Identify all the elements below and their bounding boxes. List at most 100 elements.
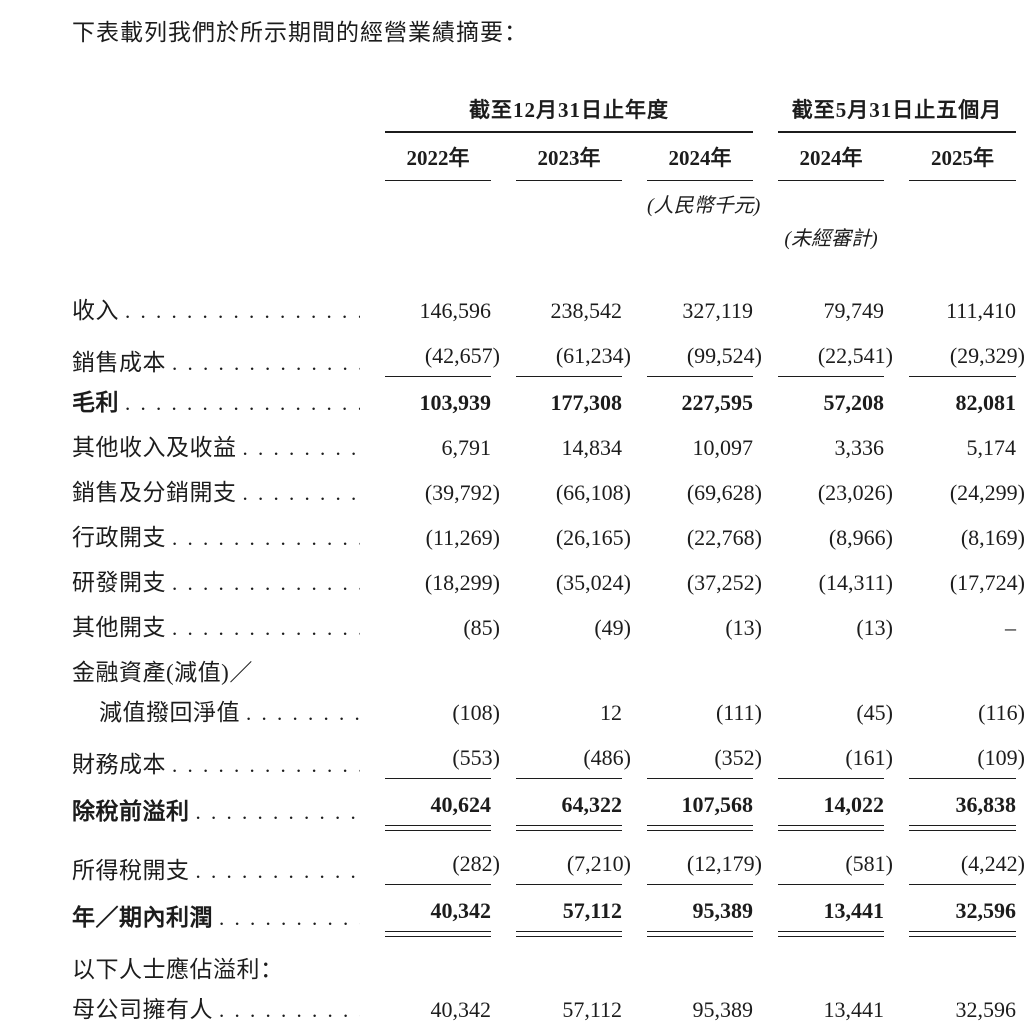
value-cell-5m2024: (14,311) [818,570,893,595]
dot-leader [119,297,360,325]
table-row-profit-before-tax: 除稅前溢利 40,624 64,322 107,568 14,022 36,83… [72,791,1016,831]
value-cell-fy2024: 107,568 [647,791,753,831]
value-cell-5m2025: 36,838 [909,791,1016,831]
year-header-fy2022: 2022年 [385,142,491,181]
table-row-other-income-and-gains: 其他收入及收益 6,791 14,834 10,097 3,336 5,174 [72,434,1016,462]
table-row-profit-attributable-to-caption: 以下人士應佔溢利： [72,956,1016,984]
value-cell-5m2024: (8,966) [828,525,893,550]
table-row-gross-profit: 毛利 103,939 177,308 227,595 57,208 82,081 [72,389,1016,417]
value-cell-5m2024: (581) [778,850,893,885]
dot-leader [119,389,360,417]
value-cell-5m2024: 79,749 [823,298,885,323]
value-cell-fy2024: (12,179) [647,850,762,885]
value-cell-fy2023: (35,024) [555,570,631,595]
value-cell-5m2024: 13,441 [823,997,885,1022]
table-row-financial-assets-impairment-caption: 金融資產(減值)／ [72,659,1016,687]
value-cell-5m2025: (17,724) [949,570,1025,595]
value-cell-fy2023: 14,834 [561,435,623,460]
currency-unit-note: (人民幣千元) [647,195,761,217]
table-row-cost-of-sales: 銷售成本 (42,657) (61,234) (99,524) (22,541)… [72,342,1025,377]
operating-results-table: 截至12月31日止年度 截至5月31日止五個月 2022年 2023年 2024… [72,94,1025,1024]
value-cell-fy2022: (553) [385,744,500,779]
value-cell-5m2025: (109) [909,744,1025,779]
value-cell-fy2023: (26,165) [555,525,631,550]
table-row-other-expenses: 其他開支 (85) (49) (13) (13) – [72,614,1016,642]
year-header-fy2023: 2023年 [516,142,622,181]
value-cell-fy2024: 10,097 [692,435,754,460]
row-label: 以下人士應佔溢利： [72,957,284,982]
value-cell-5m2025: – [1005,615,1016,640]
value-cell-fy2022: (85) [463,615,500,640]
table-row-profit-for-the-year-period: 年／期內利潤 40,342 57,112 95,389 13,441 32,59… [72,897,1016,937]
dot-leader [240,699,360,727]
value-cell-fy2022: 40,342 [430,997,492,1022]
table-row-finance-costs: 財務成本 (553) (486) (352) (161) (109) [72,744,1025,779]
value-cell-5m2024: 57,208 [823,390,885,415]
value-cell-fy2023: (7,210) [516,850,631,885]
value-cell-5m2025: (8,169) [960,525,1025,550]
value-cell-fy2024: (99,524) [647,342,762,377]
row-label: 其他開支 [72,614,360,642]
column-group-header-row: 截至12月31日止年度 截至5月31日止五個月 [72,94,1016,133]
value-cell-fy2024: (69,628) [686,480,762,505]
value-cell-fy2023: (49) [594,615,631,640]
value-cell-fy2022: (39,792) [424,480,500,505]
dot-leader [190,857,361,885]
value-cell-fy2024: 327,119 [682,298,753,323]
dot-leader [166,614,360,642]
column-group-annual: 截至12月31日止年度 [385,94,753,133]
row-label: 除稅前溢利 [72,798,360,826]
value-cell-fy2022: 146,596 [419,298,492,323]
value-cell-fy2023: (66,108) [555,480,631,505]
value-cell-fy2023: 177,308 [550,390,623,415]
value-cell-fy2023: (61,234) [516,342,631,377]
value-cell-5m2025: 32,596 [909,897,1016,937]
column-group-five-months: 截至5月31日止五個月 [778,94,1016,133]
value-cell-5m2024: 13,441 [778,897,884,937]
row-label: 其他收入及收益 [72,434,360,462]
value-cell-5m2025: (116) [978,700,1025,725]
row-label: 收入 [72,297,360,325]
value-cell-5m2025: 32,596 [955,997,1017,1022]
value-cell-5m2024: (45) [856,700,893,725]
value-cell-fy2022: 40,624 [385,791,491,831]
value-cell-fy2023: 57,112 [516,897,622,937]
value-cell-fy2022: (108) [452,700,500,725]
value-cell-5m2025: 5,174 [966,435,1017,460]
value-cell-fy2024: (111) [715,700,762,725]
row-label: 銷售及分銷開支 [72,479,360,507]
intro-text: 下表載列我們於所示期間的經營業績摘要： [72,20,528,45]
row-label: 所得稅開支 [72,857,360,885]
row-label: 毛利 [72,389,360,417]
dot-leader [237,434,361,462]
value-cell-fy2022: 6,791 [441,435,492,460]
value-cell-fy2024: (13) [725,615,762,640]
value-cell-fy2022: 40,342 [385,897,491,937]
row-label: 研發開支 [72,569,360,597]
value-cell-fy2024: (22,768) [686,525,762,550]
year-header-row: 2022年 2023年 2024年 2024年 2025年 [72,142,1016,181]
dot-leader [213,904,360,932]
table-row-income-tax-expense: 所得稅開支 (282) (7,210) (12,179) (581) (4,24… [72,850,1025,885]
row-label: 母公司擁有人 [72,996,360,1024]
value-cell-5m2024: (13) [856,615,893,640]
year-header-fy2024: 2024年 [647,142,753,181]
value-cell-fy2023: (486) [516,744,631,779]
row-label: 減值撥回淨值 [72,699,360,727]
dot-leader [190,798,361,826]
table-row-administrative-expenses: 行政開支 (11,269) (26,165) (22,768) (8,966) … [72,524,1025,552]
value-cell-5m2024: (161) [778,744,893,779]
value-cell-fy2022: (282) [385,850,500,885]
dot-leader [166,349,360,377]
table-body: 收入 146,596 238,542 327,119 79,749 111,41… [72,297,1025,1024]
value-cell-fy2024: 95,389 [692,997,754,1022]
value-cell-fy2023: 57,112 [562,997,622,1022]
row-label: 銷售成本 [72,349,360,377]
unaudited-note-row: (未經審計) [72,218,1016,251]
row-label: 金融資產(減值)／ [72,660,253,685]
value-cell-5m2024: 3,336 [834,435,885,460]
table-row-rd-expenses: 研發開支 (18,299) (35,024) (37,252) (14,311)… [72,569,1025,597]
currency-unit-row: (人民幣千元) [72,181,1016,218]
value-cell-fy2023: 64,322 [516,791,622,831]
